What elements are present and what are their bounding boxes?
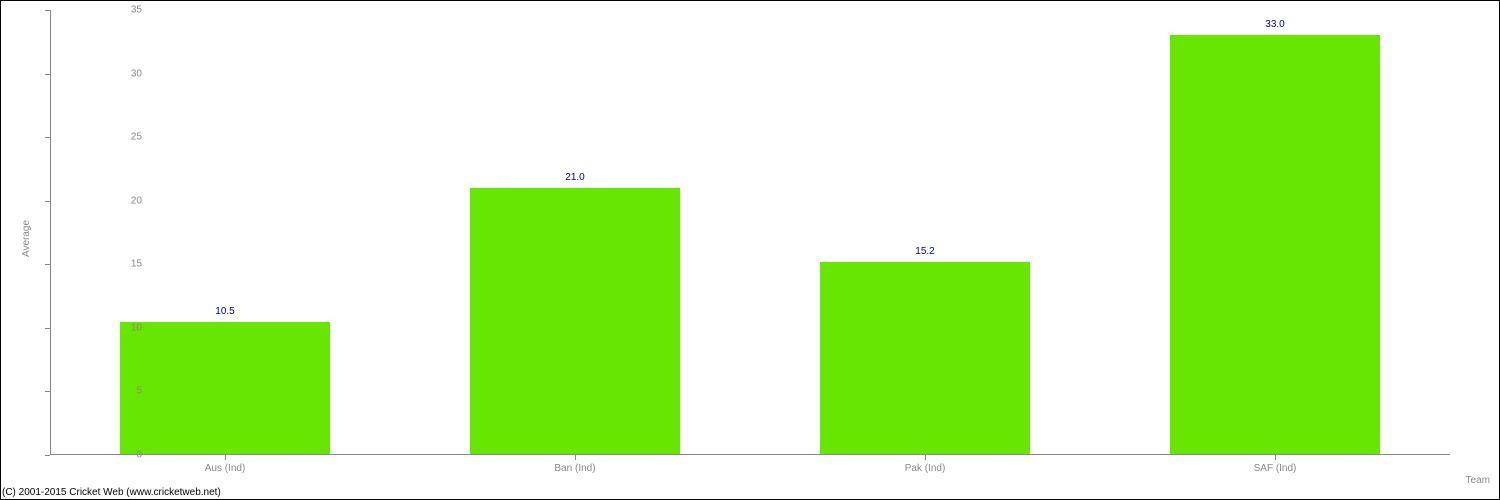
plot-area bbox=[50, 10, 1450, 455]
y-tick-label: 20 bbox=[102, 195, 142, 206]
y-tick-label: 0 bbox=[102, 450, 142, 461]
bar bbox=[470, 188, 680, 454]
x-axis-line bbox=[50, 454, 1450, 455]
x-tick bbox=[225, 455, 226, 460]
bar-value-label: 21.0 bbox=[565, 172, 584, 183]
x-tick bbox=[575, 455, 576, 460]
y-tick bbox=[45, 328, 50, 329]
bar bbox=[820, 262, 1030, 454]
y-tick bbox=[45, 10, 50, 11]
y-tick-label: 10 bbox=[102, 322, 142, 333]
chart-container: 0 5 10 15 20 25 30 35 Aus (Ind) Ban (Ind) Pak (In… bbox=[0, 0, 1500, 500]
y-tick-label: 30 bbox=[102, 68, 142, 79]
y-tick bbox=[45, 201, 50, 202]
bar-value-label: 15.2 bbox=[915, 246, 934, 257]
y-axis-title: Average bbox=[21, 219, 32, 256]
x-tick-label: Aus (Ind) bbox=[205, 463, 246, 474]
y-tick-label: 5 bbox=[102, 386, 142, 397]
y-tick-label: 35 bbox=[102, 5, 142, 16]
y-tick bbox=[45, 391, 50, 392]
bar-value-label: 10.5 bbox=[215, 306, 234, 317]
y-tick bbox=[45, 455, 50, 456]
x-tick-label: Pak (Ind) bbox=[905, 463, 946, 474]
x-tick bbox=[1275, 455, 1276, 460]
copyright-text: (C) 2001-2015 Cricket Web (www.cricketwe… bbox=[2, 487, 221, 498]
x-tick bbox=[925, 455, 926, 460]
y-tick bbox=[45, 74, 50, 75]
y-tick-label: 25 bbox=[102, 132, 142, 143]
x-axis-title: Team bbox=[1466, 475, 1490, 486]
y-tick-label: 15 bbox=[102, 259, 142, 270]
y-axis-line bbox=[50, 10, 51, 455]
bar bbox=[1170, 35, 1380, 454]
y-tick bbox=[45, 264, 50, 265]
x-tick-label: SAF (Ind) bbox=[1254, 463, 1297, 474]
x-tick-label: Ban (Ind) bbox=[554, 463, 595, 474]
bar-value-label: 33.0 bbox=[1265, 19, 1284, 30]
y-tick bbox=[45, 137, 50, 138]
bar bbox=[120, 322, 330, 455]
